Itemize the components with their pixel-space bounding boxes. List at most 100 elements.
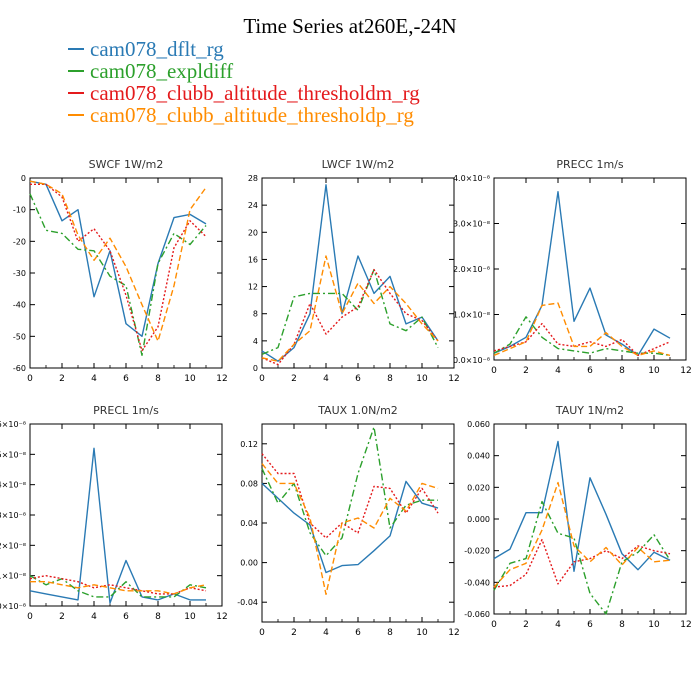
x-tick-label: 0 [259,628,265,638]
chart-panel: TAUX 1.0N/m2 0 2 4 6 8 10 12 -0.04 0.00 0.04 0.08 0.… [237,404,459,638]
chart-panel: SWCF 1W/m2 0 2 4 6 8 10 12 -60 -50 -40 -30 -20 -10 0 [13,158,228,384]
x-tick-label: 0 [27,374,33,384]
series-line [29,180,207,342]
y-tick-label: -0.060 [464,610,490,619]
chart-panel: TAUY 1N/m2 0 2 4 6 8 10 12 -0.060 -0.040 -0.020 0.0… [464,404,692,630]
x-tick-label: 0 [491,620,497,630]
x-tick-label: 8 [619,620,625,630]
y-tick-label: 20 [248,228,258,237]
series-line [493,481,671,588]
x-tick-label: 0 [491,366,497,376]
y-tick-label: 16 [248,255,258,264]
y-tick-label: -40 [13,301,26,310]
y-tick-label: 0 [253,364,258,373]
x-tick-label: 6 [587,366,593,376]
legend-swatch [68,114,84,117]
y-tick-label: 4×10⁻⁸ [0,481,26,490]
y-tick-label: 1×10⁻⁸ [0,572,26,581]
plot-frame [29,177,223,369]
x-tick-label: 12 [448,374,459,384]
y-tick-label: -60 [13,364,26,373]
series-line [261,184,439,362]
chart-panel: PRECL 1m/s 0 2 4 6 8 10 12 0×10⁻⁸ 1×10⁻⁸ 2×10⁻⁸ 3×1… [0,404,228,622]
chart-title: PRECC 1m/s [556,158,624,171]
series-line [493,302,671,357]
y-tick-label: 0×10⁻⁸ [0,602,26,611]
x-tick-label: 10 [416,374,428,384]
legend-item: cam078_dflt_rg [68,38,224,60]
x-tick-label: 8 [387,628,393,638]
x-tick-label: 0 [259,374,265,384]
y-tick-label: 6×10⁻⁸ [0,420,26,429]
x-tick-label: 8 [155,374,161,384]
y-tick-label: 0.12 [240,440,258,449]
x-tick-label: 8 [619,366,625,376]
y-tick-label: 4 [253,337,258,346]
x-tick-label: 12 [216,374,227,384]
legend-label: cam078_clubb_altitude_thresholdm_rg [90,81,420,105]
y-tick-label: 24 [248,201,258,210]
series-line [493,440,671,572]
series-line [30,581,207,595]
y-tick-label: 0.08 [240,479,258,488]
legend-label: cam078_clubb_altitude_thresholdp_rg [90,103,414,127]
x-tick-label: 4 [555,620,561,630]
y-tick-label: 28 [248,174,258,183]
series-line [493,322,671,357]
x-tick-label: 6 [587,620,593,630]
plot-frame [493,177,687,361]
x-tick-label: 12 [680,620,691,630]
x-tick-label: 2 [523,620,529,630]
y-tick-label: 0.0×10⁻⁸ [453,356,490,365]
series-line [261,463,439,595]
y-tick-label: 0.040 [467,452,490,461]
x-tick-label: 10 [648,366,660,376]
y-tick-label: 4.0×10⁻⁸ [453,174,490,183]
plot-frame [261,423,455,623]
y-tick-label: -0.020 [464,547,490,556]
series-line [493,538,671,588]
x-tick-label: 6 [355,374,361,384]
y-tick-label: 0 [21,174,26,183]
x-tick-label: 2 [59,612,65,622]
y-tick-label: 12 [248,283,258,292]
chart-panel: PRECC 1m/s 0 2 4 6 8 10 12 0.0×10⁻⁸ 1.0×10⁻⁸ 2.0×1… [453,158,692,376]
x-tick-label: 10 [416,628,428,638]
x-tick-label: 4 [555,366,561,376]
y-tick-label: 0.060 [467,420,490,429]
y-tick-label: 0.020 [467,483,490,492]
chart-title: PRECL 1m/s [93,404,159,417]
chart-title: TAUX 1.0N/m2 [317,404,398,417]
series-line [261,255,439,362]
series-line [29,575,207,595]
x-tick-label: 0 [27,612,33,622]
y-tick-label: 0.000 [467,515,490,524]
x-tick-label: 2 [59,374,65,384]
page-title: Time Series at260E,-24N [243,14,457,38]
chart-title: LWCF 1W/m2 [322,158,395,171]
x-tick-label: 2 [291,374,297,384]
y-tick-label: -0.04 [237,598,258,607]
x-tick-label: 10 [648,620,660,630]
chart-title: TAUY 1N/m2 [555,404,624,417]
x-tick-label: 10 [184,612,196,622]
series-line [493,500,671,615]
x-tick-label: 2 [523,366,529,376]
y-tick-label: 0.04 [240,519,258,528]
x-tick-label: 2 [291,628,297,638]
x-tick-label: 10 [184,374,196,384]
x-tick-label: 4 [91,374,97,384]
x-tick-label: 6 [123,374,129,384]
y-tick-label: 3.0×10⁻⁸ [453,220,490,229]
series-line [30,183,207,352]
legend-item: cam078_clubb_altitude_thresholdm_rg [68,82,420,104]
x-tick-label: 4 [323,374,329,384]
series-line [261,480,439,574]
x-tick-label: 12 [448,628,459,638]
y-tick-label: -10 [13,206,26,215]
x-tick-label: 6 [123,612,129,622]
plot-frame [261,177,455,369]
legend-swatch [68,48,84,51]
x-tick-label: 12 [680,366,691,376]
